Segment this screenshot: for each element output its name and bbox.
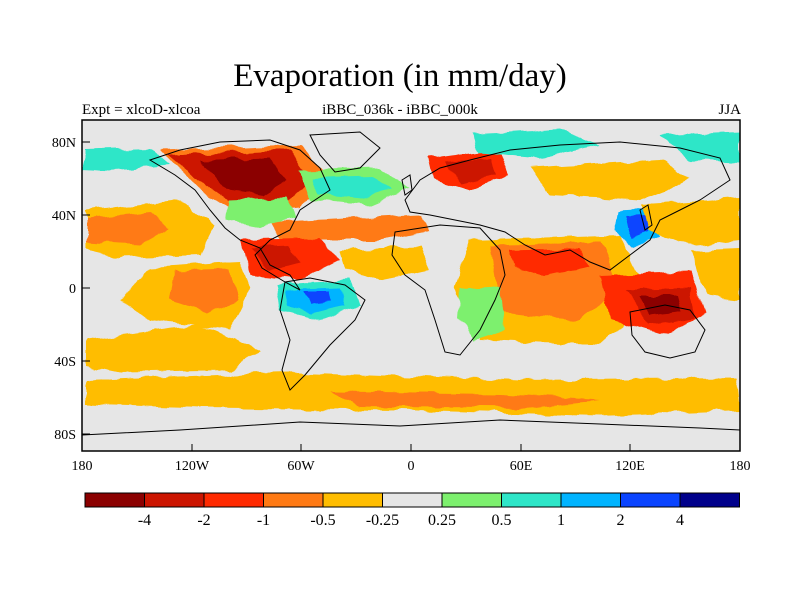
x-tick-label: 180 [730, 459, 751, 474]
colorbar-swatch [560, 492, 621, 508]
colorbar: -4 -2 -1 -0.5 -0.25 0.25 0.5 1 2 4 [84, 492, 740, 529]
x-tick-label: 60E [510, 459, 533, 474]
colorbar-label: -2 [197, 512, 210, 529]
anomaly-us-east-coast [225, 198, 295, 226]
x-tick-label: 0 [408, 459, 415, 474]
coast-antarctica [82, 419, 740, 436]
coastlines [82, 131, 740, 436]
coast-africa [391, 224, 506, 356]
colorbar-swatch [203, 492, 264, 508]
anomaly-atlantic-midlat [270, 215, 430, 240]
anomaly-tropical-atlantic-deep [305, 292, 332, 304]
anomaly-field [84, 130, 740, 416]
anomaly-canada-core [200, 158, 288, 196]
coast-eurasia [404, 141, 731, 271]
x-tick-label: 120E [615, 459, 645, 474]
coast-australia [629, 304, 706, 359]
y-tick-label: 40N [52, 209, 76, 224]
season-label: JJA [718, 102, 741, 118]
y-tick-label: 80N [52, 136, 76, 151]
colorbar-label: -1 [257, 512, 270, 529]
colorbar-label: -0.5 [310, 512, 335, 529]
colorbar-label: 0.25 [428, 512, 456, 529]
anomaly-pacific-north [640, 198, 740, 245]
comparison-label: iBBC_036k - iBBC_000k [322, 102, 478, 118]
anomaly-east-pacific-core [170, 270, 238, 312]
anomaly-arctic-east [660, 132, 740, 162]
y-tick-label: 80S [54, 428, 76, 443]
coast-north-america [148, 139, 331, 291]
y-tick-label: 0 [69, 282, 76, 297]
colorbar-swatch [322, 492, 383, 508]
colorbar-swatch [144, 492, 205, 508]
colorbar-swatch [382, 492, 443, 508]
colorbar-label: 1 [557, 512, 565, 529]
colorbar-swatch [441, 492, 502, 508]
anomaly-arabian-sea [510, 248, 590, 276]
anomaly-southern-ocean-core [330, 392, 600, 408]
x-tick-label: 120W [175, 459, 210, 474]
anomaly-south-pacific [86, 325, 260, 372]
anomaly-scandinavia-core [445, 158, 495, 184]
colorbar-swatch [679, 492, 740, 508]
colorbar-label: 4 [676, 512, 684, 529]
colorbar-label: 2 [617, 512, 625, 529]
anomaly-barents [470, 130, 600, 158]
anomaly-equatorial-pacific [690, 248, 740, 300]
x-tick-label: 180 [72, 459, 93, 474]
colorbar-swatch [501, 492, 562, 508]
y-tick-label: 40S [54, 355, 76, 370]
coast-japan [639, 204, 653, 231]
map-title: Evaporation (in mm/day) [233, 58, 567, 94]
anomaly-eurasia [530, 160, 690, 200]
coast-south-america [279, 277, 366, 391]
x-axis: 180 120W 60W 0 60E 120E 180 [72, 444, 751, 474]
colorbar-label: 0.5 [492, 512, 512, 529]
anomaly-greenland-sea [84, 148, 170, 170]
anomaly-south-indian [458, 288, 505, 340]
anomaly-north-pacific-core [86, 212, 170, 245]
colorbar-swatch [263, 492, 324, 508]
anomaly-atlantic-cyan [312, 176, 392, 198]
colorbar-label: -4 [138, 512, 151, 529]
x-tick-label: 60W [287, 459, 315, 474]
colorbar-swatch [84, 492, 145, 508]
y-axis: 80N 40N 0 40S 80S [52, 136, 90, 443]
colorbar-swatch [620, 492, 681, 508]
coast-uk [401, 174, 413, 196]
colorbar-label: -0.25 [366, 512, 399, 529]
experiment-label: Expt = xlcoD-xlcoa [82, 102, 201, 118]
coast-greenland [309, 131, 381, 173]
anomaly-equatorial-atlantic [340, 248, 430, 280]
